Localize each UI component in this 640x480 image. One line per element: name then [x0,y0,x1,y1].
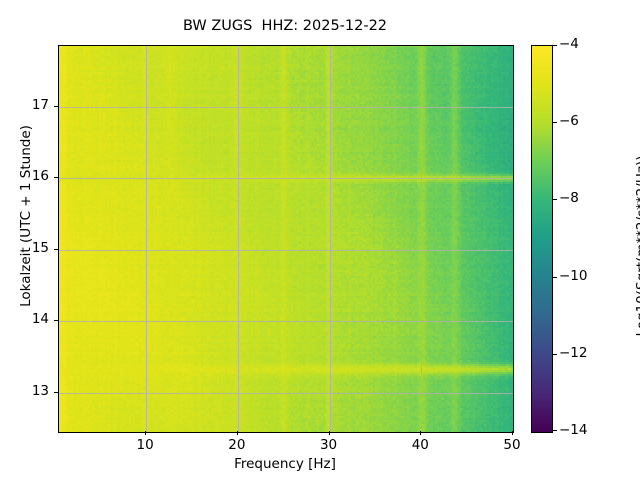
y-tick-label: 15 [31,239,49,256]
x-tick-mark [329,431,330,435]
colorbar-tick-mark [553,354,557,355]
colorbar-tick-mark [553,277,557,278]
y-tick-mark [54,249,58,250]
spectrogram-image [59,46,513,432]
x-tick-mark [145,431,146,435]
x-tick-label: 40 [411,437,429,453]
colorbar-tick-mark [553,122,557,123]
y-tick-label: 17 [31,96,49,113]
colorbar-tick-label: −14 [559,422,588,438]
colorbar-gradient [532,46,552,432]
spectrogram-plot-area [58,45,514,433]
colorbar-tick-mark [553,199,557,200]
colorbar-tick-label: −12 [559,344,588,361]
x-tick-mark [420,431,421,435]
x-tick-label: 30 [319,437,338,453]
colorbar [531,45,553,433]
colorbar-tick-label: −4 [559,36,579,52]
y-tick-label: 13 [31,382,49,399]
colorbar-tick-label: −10 [559,267,588,284]
colorbar-label: Log10(Sqrt(m**2/s**2/Hz)) [634,155,640,337]
x-tick-label: 20 [228,437,246,453]
y-tick-mark [54,320,58,321]
y-tick-mark [54,392,58,393]
y-axis-label: Lokalzeit (UTC + 1 Stunde) [18,125,34,307]
page-title: BW ZUGS HHZ: 2025-12-22 [182,18,388,34]
y-tick-mark [54,106,58,107]
y-tick-mark [54,177,58,178]
x-tick-mark [512,431,513,435]
y-tick-label: 14 [31,311,49,328]
y-tick-label: 16 [31,168,49,185]
colorbar-tick-label: −8 [559,190,579,207]
colorbar-tick-mark [553,45,557,46]
x-tick-mark [237,431,238,435]
x-axis-label: Frequency [Hz] [234,456,336,472]
colorbar-tick-label: −6 [559,113,579,130]
colorbar-tick-mark [553,430,557,431]
x-tick-label: 10 [136,437,154,453]
x-tick-label: 50 [503,437,521,453]
